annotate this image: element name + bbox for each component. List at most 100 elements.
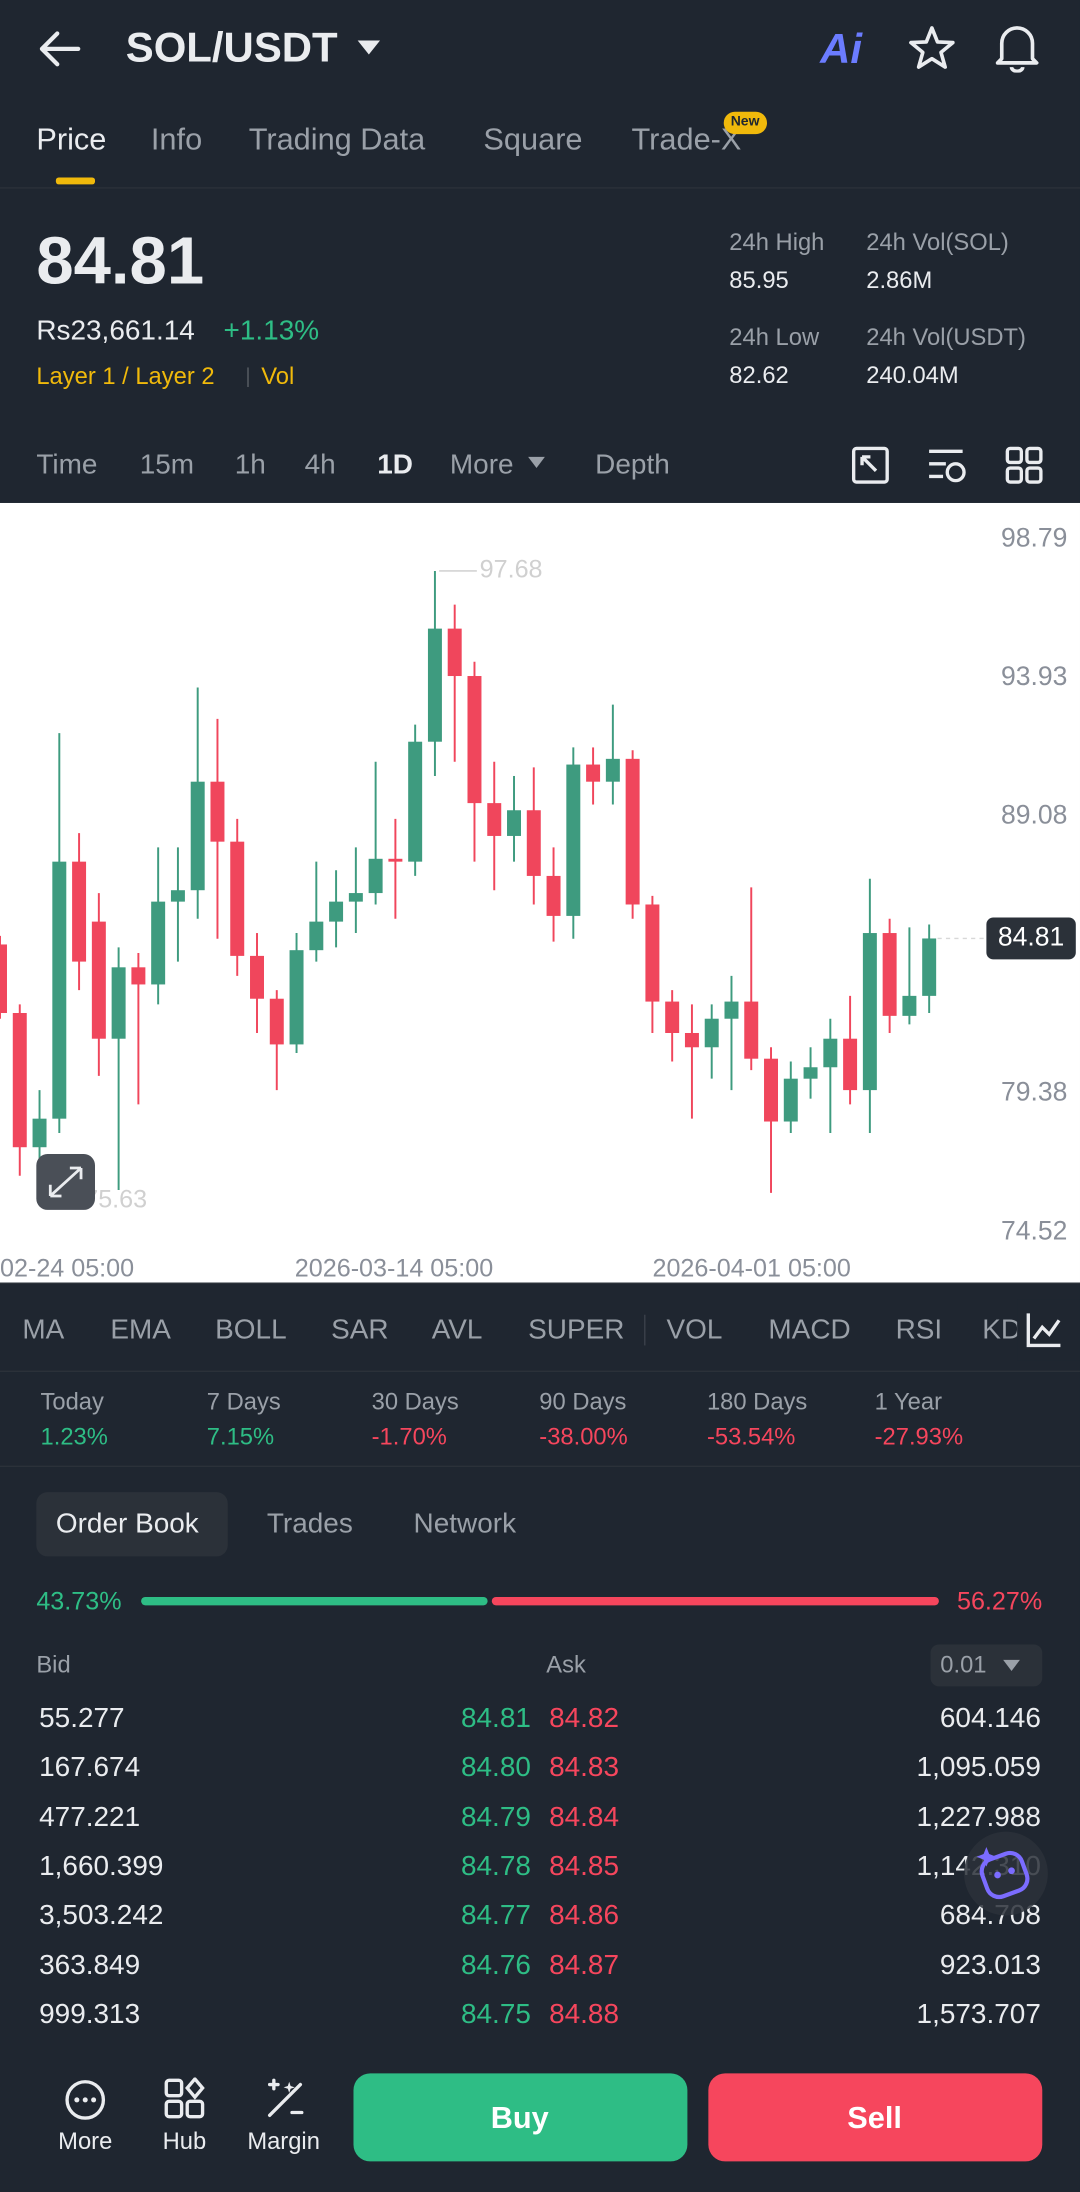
ask-price: 84.82 — [549, 1703, 620, 1734]
candle-body — [665, 1001, 680, 1033]
candle-body — [922, 938, 937, 996]
interval[interactable]: 15m — [139, 449, 195, 481]
divider — [0, 1465, 1080, 1468]
fiat-price: Rs23,661.14 — [36, 315, 195, 347]
step-caret — [1003, 1659, 1020, 1671]
hub-icon[interactable] — [163, 2077, 205, 2120]
ai-button[interactable]: Ai — [820, 26, 863, 73]
book-tab[interactable]: Network — [413, 1508, 517, 1540]
period-label: 30 Days — [371, 1388, 459, 1416]
bid-amount: 477.221 — [39, 1801, 141, 1833]
candle-body — [348, 893, 363, 902]
bid-ratio: 43.73% — [36, 1587, 122, 1616]
period-label: 7 Days — [206, 1388, 281, 1416]
chart-settings-icon[interactable] — [926, 446, 968, 485]
candle-body — [210, 781, 225, 842]
tab[interactable]: Info — [150, 121, 203, 157]
active-book-tab — [36, 1492, 228, 1557]
nav-label[interactable]: Margin — [247, 2127, 320, 2155]
last-price: 84.81 — [36, 224, 205, 299]
indicator-tab[interactable]: EMA — [110, 1314, 171, 1346]
active-tab-underline — [55, 177, 96, 185]
buy-label[interactable]: Buy — [490, 2099, 549, 2135]
indicator-tab[interactable]: RSI — [895, 1314, 943, 1346]
buy-button[interactable] — [353, 2073, 688, 2162]
indicator-tab[interactable]: MACD — [768, 1314, 851, 1346]
bid-amount: 3,503.242 — [39, 1900, 164, 1932]
tag[interactable]: Layer 1 / Layer 2 — [36, 363, 215, 390]
interval[interactable]: Depth — [595, 449, 670, 481]
candle-body — [447, 628, 462, 677]
tab[interactable]: Trading Data — [248, 121, 426, 157]
candle-body — [684, 1032, 699, 1048]
tab[interactable]: Price — [36, 121, 107, 157]
interval[interactable]: 1h — [234, 449, 266, 481]
divider — [0, 1282, 1080, 1284]
ask-amount: 1,095.059 — [916, 1752, 1041, 1784]
candle-body — [467, 676, 482, 804]
book-tab[interactable]: Trades — [266, 1508, 353, 1540]
candle-body — [230, 841, 245, 956]
y-tick-label: 89.08 — [1001, 800, 1067, 830]
back-button[interactable] — [36, 28, 86, 70]
ask-price: 84.87 — [549, 1949, 620, 1981]
assistant-button[interactable] — [961, 1830, 1050, 1917]
more-icon[interactable] — [63, 2078, 108, 2123]
pair-title[interactable]: SOL/USDT — [125, 25, 338, 72]
tab[interactable]: Square — [483, 121, 583, 157]
expand-button[interactable] — [36, 1154, 96, 1210]
indicator-settings-icon[interactable] — [1024, 1311, 1063, 1350]
bid-price: 84.79 — [460, 1801, 531, 1833]
layout-icon[interactable] — [1005, 446, 1044, 485]
indicator-tab[interactable]: SAR — [331, 1314, 389, 1346]
stat-value: 85.95 — [729, 266, 789, 294]
bid-amount: 1,660.399 — [39, 1851, 164, 1882]
bid-amount: 363.849 — [39, 1949, 141, 1981]
indicator-tab[interactable]: MA — [22, 1314, 65, 1346]
alert-button[interactable] — [993, 22, 1041, 73]
candle-body — [783, 1078, 798, 1122]
candle-body — [289, 950, 304, 1045]
period-label: Today — [40, 1388, 104, 1416]
bid-amount: 999.313 — [39, 1999, 141, 2030]
candle-body — [72, 861, 87, 962]
nav-label[interactable]: Hub — [162, 2127, 207, 2155]
step-selector[interactable] — [930, 1644, 1043, 1687]
sell-label[interactable]: Sell — [847, 2099, 902, 2135]
indicator-tab[interactable]: VOL — [666, 1314, 723, 1346]
pair-dropdown[interactable] — [356, 39, 381, 56]
candle-body — [52, 861, 67, 1119]
favorite-button[interactable] — [908, 24, 956, 72]
tab[interactable]: Trade-X — [631, 121, 742, 157]
candle-body — [823, 1038, 838, 1068]
tag[interactable]: Vol — [261, 363, 295, 390]
bid-price: 84.75 — [460, 1999, 531, 2030]
book-tab[interactable]: Order Book — [55, 1508, 199, 1540]
period-change: -53.54% — [706, 1423, 796, 1451]
candle-body — [368, 858, 383, 894]
step-value[interactable]: 0.01 — [940, 1651, 987, 1678]
candlestick-chart: 98.79 93.93 89.08 79.38 74.52 02-24 05:00 2026… — [0, 502, 1080, 1283]
interval[interactable]: Time — [36, 449, 98, 481]
margin-icon[interactable] — [264, 2078, 306, 2120]
candle-body — [586, 764, 601, 782]
sell-button[interactable] — [708, 2073, 1043, 2162]
indicator-tab[interactable]: BOLL — [215, 1314, 287, 1346]
candle-body — [882, 933, 897, 1016]
ask-amount: 1,227.988 — [916, 1801, 1041, 1833]
y-tick-label: 74.52 — [1001, 1215, 1067, 1245]
interval[interactable]: More — [449, 449, 514, 481]
interval[interactable]: 4h — [304, 449, 336, 481]
stat-label: 24h Low — [729, 324, 820, 351]
indicator-tab[interactable]: SUPER — [528, 1314, 625, 1346]
bid-price: 84.77 — [460, 1900, 531, 1932]
chart-tool-icon[interactable] — [851, 446, 890, 485]
indicator-tab[interactable]: AVL — [431, 1314, 483, 1346]
x-tick-label: 2026-03-14 05:00 — [295, 1255, 493, 1283]
nav-label[interactable]: More — [58, 2127, 113, 2155]
candle-body — [724, 1001, 739, 1019]
interval[interactable]: 1D — [377, 449, 413, 481]
candle-body — [704, 1018, 719, 1048]
candle-body — [408, 741, 423, 862]
